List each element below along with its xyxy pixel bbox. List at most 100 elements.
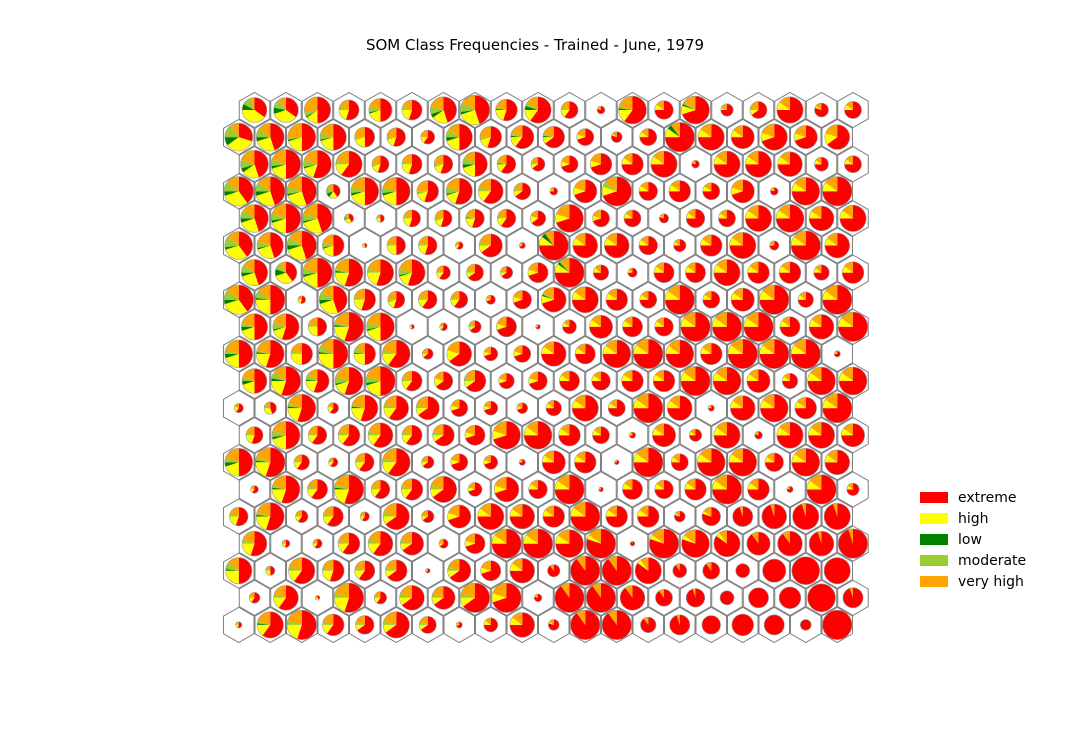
pie-slice-very-high <box>704 291 712 300</box>
pie-slice-very-high <box>747 205 759 219</box>
pie-outline <box>483 346 499 362</box>
pie-slice-high <box>822 399 838 409</box>
pie-outline <box>468 320 482 334</box>
som-node-r7-c19 <box>821 281 853 318</box>
som-node-r11-c8 <box>475 389 507 427</box>
pie-outline <box>748 587 769 609</box>
pie-outline <box>824 124 850 150</box>
som-node-r11-c10 <box>538 389 570 427</box>
pie-slice-extreme <box>484 455 498 470</box>
legend-item-extreme: extreme <box>920 487 1026 508</box>
pie-outline <box>271 475 301 504</box>
pie-slice-very-high <box>667 284 680 300</box>
pie-slice-very-high <box>825 176 838 192</box>
som-node-r3-c16 <box>727 173 759 210</box>
som-node-r1-c8 <box>475 118 507 156</box>
pie-slice-very-high <box>825 393 838 409</box>
pie-slice-very-high <box>561 370 570 381</box>
pie-outline <box>359 511 370 522</box>
som-node-r15-c7 <box>443 498 475 535</box>
som-node-r18-c6 <box>427 579 460 616</box>
pie-slice-very-high <box>234 403 239 409</box>
pie-slice-high <box>562 322 570 327</box>
pie-outline <box>601 609 632 640</box>
pie-slice-moderate <box>315 597 318 599</box>
pie-slice-very-high <box>246 426 255 436</box>
pie-slice-very-high <box>833 503 838 517</box>
pie-outline <box>727 338 758 369</box>
pie-slice-very-high <box>793 339 806 354</box>
pie-slice-very-high <box>556 204 570 219</box>
som-node-r4-c13 <box>648 200 680 237</box>
som-node-r2-c9 <box>522 146 554 183</box>
pie-outline <box>559 370 580 392</box>
pie-slice-moderate <box>466 269 475 273</box>
pie-outline <box>778 261 802 284</box>
pie-outline <box>223 284 254 315</box>
pie-slice-high <box>483 460 491 465</box>
pie-slice-extreme <box>439 538 449 549</box>
pie-slice-extreme <box>746 531 771 556</box>
pie-slice-very-high <box>439 322 444 327</box>
pie-slice-high <box>787 487 790 490</box>
som-node-r9-c6 <box>412 335 444 373</box>
som-node-r12-c13 <box>648 417 680 454</box>
pie-outline <box>541 287 567 313</box>
pie-slice-very-high <box>671 122 680 138</box>
som-node-r1-c19 <box>821 118 853 156</box>
pie-outline <box>837 311 869 342</box>
som-node-r2-c3 <box>333 146 365 183</box>
pie-slice-extreme <box>435 371 453 391</box>
pie-slice-very-high <box>609 399 617 409</box>
pie-outline <box>240 204 269 233</box>
som-node-r12-c9 <box>522 417 554 454</box>
pie-outline <box>479 125 502 149</box>
pie-slice-extreme <box>838 312 868 342</box>
pie-slice-extreme <box>761 504 787 529</box>
pie-outline <box>702 561 721 580</box>
pie-slice-high <box>637 560 649 571</box>
pie-slice-high <box>702 294 712 300</box>
pie-slice-moderate <box>308 323 318 327</box>
pie-slice-extreme <box>405 478 423 501</box>
pie-outline <box>466 263 484 282</box>
pie-slice-very-high <box>308 317 318 327</box>
som-node-r6-c17 <box>774 254 806 291</box>
pie-slice-very-high <box>256 339 271 354</box>
som-node-r7-c8 <box>475 281 507 318</box>
som-node-r18-c18 <box>805 579 838 616</box>
pie-slice-extreme <box>330 402 339 414</box>
pie-slice-extreme <box>486 295 496 305</box>
pie-slice-extreme <box>530 96 552 124</box>
pie-slice-very-high <box>573 501 586 517</box>
pie-slice-moderate <box>240 159 255 169</box>
pie-slice-very-high <box>843 423 853 436</box>
pie-slice-moderate <box>350 186 365 194</box>
pie-slice-moderate <box>383 512 397 517</box>
pie-slice-high <box>745 156 759 165</box>
pie-slice-high <box>304 164 318 178</box>
pie-slice-very-high <box>704 182 712 192</box>
pie-slice-high <box>822 291 838 300</box>
pie-slice-high <box>422 353 428 358</box>
pie-outline <box>401 370 423 392</box>
pie-slice-very-high <box>468 482 475 490</box>
pie-slice-high <box>743 318 759 327</box>
pie-slice-moderate <box>338 431 349 436</box>
pie-slice-very-high <box>256 502 271 517</box>
pie-slice-high <box>814 160 822 165</box>
pie-slice-extreme <box>602 339 631 368</box>
pie-slice-extreme <box>317 203 333 233</box>
pie-slice-extreme <box>535 324 541 330</box>
som-node-r1-c1 <box>254 118 286 156</box>
som-node-r0-c9 <box>522 91 554 129</box>
som-node-r9-c14 <box>664 335 696 373</box>
pie-outline <box>524 96 552 124</box>
pie-slice-very-high <box>401 478 412 490</box>
pie-slice-high <box>355 624 365 631</box>
pie-slice-high <box>527 269 538 276</box>
pie-slice-extreme <box>313 150 332 179</box>
pie-slice-very-high <box>715 367 727 381</box>
pie-slice-moderate <box>243 98 255 110</box>
som-node-r18-c14 <box>679 579 712 616</box>
